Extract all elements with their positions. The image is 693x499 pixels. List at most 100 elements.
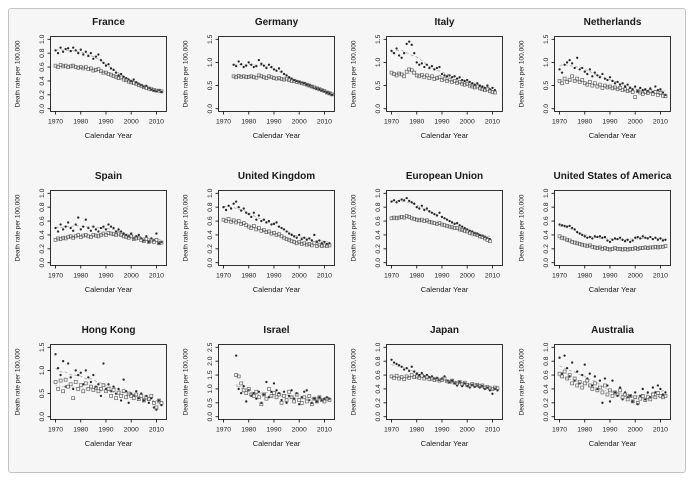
y-tick-label: 0.2 xyxy=(39,244,46,254)
data-point-open-square xyxy=(565,80,569,84)
data-point-filled xyxy=(247,212,250,216)
data-point-open-square xyxy=(452,226,457,230)
data-point-filled xyxy=(308,237,311,240)
x-tick-label: 1980 xyxy=(409,273,424,280)
data-point-open-square xyxy=(267,387,271,391)
data-point-open-square xyxy=(152,240,156,244)
data-point-filled xyxy=(395,201,398,204)
data-point-filled xyxy=(257,214,260,217)
data-point-open-square xyxy=(131,237,136,241)
data-point-filled xyxy=(227,204,230,207)
x-tick-label: 1990 xyxy=(266,273,281,280)
series1-trend-line xyxy=(391,364,498,391)
data-point-filled xyxy=(629,240,632,244)
data-point-open-square xyxy=(111,232,116,237)
data-point-open-square xyxy=(264,76,269,80)
data-point-open-square xyxy=(392,376,396,380)
data-point-filled xyxy=(458,224,461,227)
data-point-open-square xyxy=(251,394,256,398)
x-tick-label: 2000 xyxy=(292,119,307,126)
data-point-filled xyxy=(112,385,115,388)
data-point-filled xyxy=(282,72,286,76)
y-tick-label: 0.2 xyxy=(207,244,214,254)
data-point-filled xyxy=(142,399,145,402)
data-point-open-square xyxy=(147,397,151,401)
series2-points xyxy=(389,214,492,244)
data-point-open-square xyxy=(269,231,274,236)
data-point-open-square xyxy=(124,395,128,400)
series2-points xyxy=(231,73,334,97)
data-point-open-square xyxy=(129,80,134,85)
data-point-filled xyxy=(157,242,161,245)
data-point-filled xyxy=(618,386,622,389)
data-point-open-square xyxy=(144,237,149,241)
panel-title: Hong Kong xyxy=(82,325,136,336)
data-point-open-square xyxy=(493,90,497,95)
data-point-open-square xyxy=(402,377,406,382)
data-point-filled xyxy=(593,71,596,74)
data-point-open-square xyxy=(289,395,294,400)
data-point-open-square xyxy=(277,392,281,397)
data-point-open-square xyxy=(304,399,309,404)
data-point-filled xyxy=(125,390,128,393)
data-point-filled xyxy=(74,49,77,52)
x-tick-label: 1990 xyxy=(434,273,449,280)
data-point-open-square xyxy=(284,237,289,241)
data-point-open-square xyxy=(249,74,254,79)
y-tick-label: 0.4 xyxy=(543,230,550,240)
data-point-open-square xyxy=(106,387,111,391)
data-point-open-square xyxy=(304,242,309,247)
data-point-open-square xyxy=(658,244,663,249)
data-point-open-square xyxy=(488,386,492,391)
plot-box xyxy=(386,190,503,266)
data-point-open-square xyxy=(580,385,585,390)
plot-box xyxy=(50,344,167,420)
series1-trend-line xyxy=(391,200,490,237)
data-point-open-square xyxy=(437,378,442,383)
data-point-filled xyxy=(102,61,105,65)
data-point-open-square xyxy=(309,84,314,89)
data-point-open-square xyxy=(83,65,88,69)
data-point-filled xyxy=(298,233,301,237)
data-point-open-square xyxy=(297,398,302,402)
data-point-filled xyxy=(135,390,138,393)
data-point-filled xyxy=(463,79,466,83)
data-point-open-square xyxy=(628,247,632,251)
data-point-open-square xyxy=(638,246,643,250)
data-point-open-square xyxy=(66,235,70,239)
data-point-filled xyxy=(222,206,225,209)
data-point-filled xyxy=(145,235,148,238)
data-point-open-square xyxy=(327,398,332,402)
panel-title: European Union xyxy=(406,171,483,182)
data-point-filled xyxy=(89,380,92,384)
x-tick-label: 2000 xyxy=(460,273,475,280)
data-point-filled xyxy=(410,43,413,46)
data-point-open-square xyxy=(257,73,261,78)
data-point-filled xyxy=(287,232,291,235)
data-point-open-square xyxy=(623,247,627,251)
data-point-filled xyxy=(54,353,57,356)
data-point-filled xyxy=(132,78,135,81)
data-point-filled xyxy=(262,64,266,67)
data-point-open-square xyxy=(414,217,419,222)
y-tick-label: 0.4 xyxy=(543,384,550,394)
data-point-filled xyxy=(240,63,243,66)
data-point-filled xyxy=(395,47,398,50)
data-point-open-square xyxy=(299,401,304,405)
data-point-filled xyxy=(558,356,561,359)
data-point-open-square xyxy=(425,73,429,78)
data-point-open-square xyxy=(638,396,643,401)
data-point-filled xyxy=(463,226,466,230)
plot-box xyxy=(386,36,503,112)
data-point-filled xyxy=(79,48,82,51)
x-tick-label: 1970 xyxy=(552,427,567,434)
data-point-open-square xyxy=(327,91,332,96)
data-point-open-square xyxy=(246,387,251,391)
data-point-open-square xyxy=(608,84,612,89)
panel-title: France xyxy=(92,17,125,28)
x-tick-label: 2010 xyxy=(653,273,668,280)
data-point-filled xyxy=(265,380,268,384)
data-point-open-square xyxy=(299,242,304,246)
y-tick-label: 2.5 xyxy=(207,342,214,352)
data-point-open-square xyxy=(488,239,492,244)
